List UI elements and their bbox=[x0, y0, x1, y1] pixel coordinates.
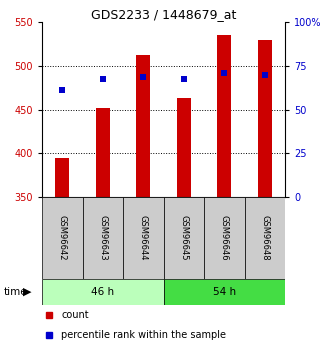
Bar bbox=[177, 98, 191, 197]
Text: time: time bbox=[3, 287, 27, 297]
Text: 54 h: 54 h bbox=[213, 287, 236, 297]
Bar bbox=[258, 39, 272, 197]
Bar bbox=[163, 197, 204, 279]
Text: GSM96648: GSM96648 bbox=[260, 215, 269, 261]
Text: percentile rank within the sample: percentile rank within the sample bbox=[61, 330, 226, 340]
Bar bbox=[55, 158, 69, 197]
Title: GDS2233 / 1448679_at: GDS2233 / 1448679_at bbox=[91, 8, 236, 21]
Text: GSM96642: GSM96642 bbox=[58, 215, 67, 261]
Text: GSM96643: GSM96643 bbox=[98, 215, 107, 261]
Bar bbox=[42, 197, 82, 279]
Bar bbox=[204, 197, 245, 279]
Text: 46 h: 46 h bbox=[91, 287, 114, 297]
Text: count: count bbox=[61, 310, 89, 320]
Bar bbox=[96, 108, 110, 197]
Bar bbox=[82, 197, 123, 279]
Text: GSM96644: GSM96644 bbox=[139, 215, 148, 261]
Bar bbox=[245, 197, 285, 279]
Text: GSM96645: GSM96645 bbox=[179, 215, 188, 261]
Text: ▶: ▶ bbox=[23, 287, 31, 297]
Bar bbox=[123, 197, 163, 279]
Text: GSM96646: GSM96646 bbox=[220, 215, 229, 261]
Bar bbox=[217, 35, 231, 197]
Bar bbox=[42, 279, 163, 305]
Bar bbox=[136, 55, 150, 197]
Bar bbox=[163, 279, 285, 305]
